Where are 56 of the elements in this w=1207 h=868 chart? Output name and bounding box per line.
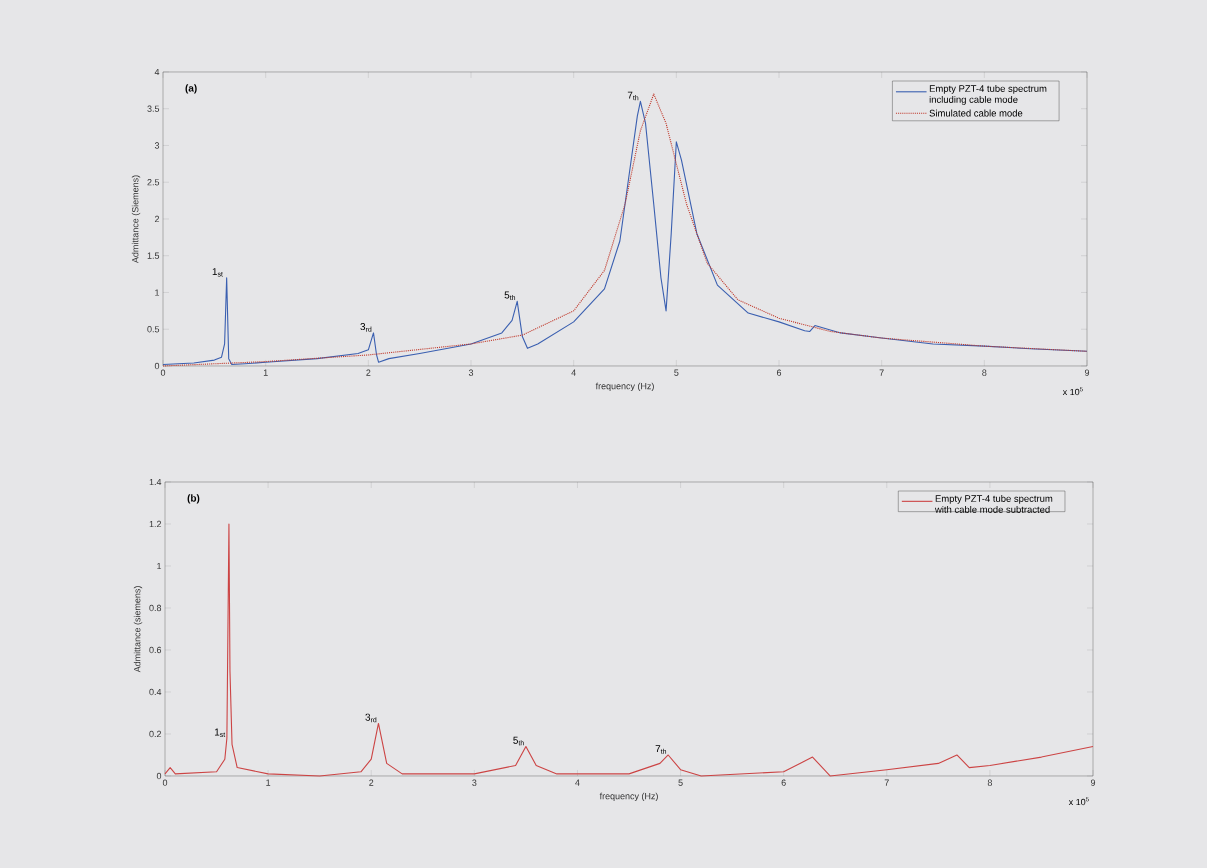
annotation: 3$_{rd}$ [365, 713, 377, 723]
y-tick-label: 3 [154, 142, 160, 149]
y-tick-label: 0 [156, 772, 162, 780]
annotation: 3$_{rd}$ [360, 323, 372, 332]
y-tick-label: 0 [154, 362, 160, 370]
legend-label: Empty PZT-4 tube spectrum including cable mode [929, 84, 1047, 105]
annotation: (b) [187, 494, 200, 504]
y-tick-label: 0.2 [149, 730, 162, 738]
y-tick-label: 2.5 [147, 179, 160, 186]
x-tick-label: 4 [575, 779, 580, 786]
x-tick-label: 9 [1084, 369, 1090, 376]
x-axis-title: frequency (Hz) [595, 382, 654, 392]
y-tick-label: 4 [154, 68, 160, 76]
x-tick-label: 8 [987, 779, 992, 786]
y-tick-label: 1.2 [149, 520, 162, 528]
y-tick-label: 1.5 [147, 252, 160, 259]
y-tick-label: 0.4 [149, 688, 162, 696]
x-tick-label: 6 [776, 369, 782, 376]
y-axis-title: Admittance (Siemens) [131, 175, 141, 264]
x-tick-label: 5 [678, 779, 683, 786]
x-tick-label: 0 [162, 779, 168, 786]
annotation: (a) [185, 84, 197, 94]
y-tick-label: 1 [157, 562, 162, 570]
x-tick-label: 7 [884, 779, 889, 786]
annotation: 7$_{th}$ [627, 91, 639, 101]
x-tick-label: 1 [263, 369, 268, 376]
annotation: 5$_{th}$ [513, 736, 524, 746]
x-tick-label: 3 [468, 369, 474, 376]
y-tick-label: 0.5 [147, 326, 160, 333]
x-tick-label: 7 [879, 369, 884, 376]
legend-label: Simulated cable mode [929, 109, 1023, 117]
y-tick-label: 0.8 [149, 604, 162, 612]
x-tick-label: 1 [266, 779, 271, 786]
x-tick-label: 5 [674, 369, 679, 376]
text: x 10$^{5}$ [1062, 387, 1083, 396]
annotation: 7$_{th}$ [655, 745, 667, 754]
x-tick-label: 3 [472, 779, 477, 786]
x-tick-label: 2 [366, 369, 371, 376]
annotation: 5$_{th}$ [504, 291, 516, 301]
y-tick-label: 1 [155, 289, 160, 296]
text: x 10$^{5}$ [1068, 797, 1089, 806]
y-tick-label: 0.6 [149, 646, 162, 654]
line-series [164, 523, 1094, 777]
y-tick-label: 3.5 [147, 105, 160, 112]
x-tick-label: 8 [982, 369, 987, 376]
y-axis-title: Admittance (siemens) [133, 586, 143, 673]
annotation: 1$_{st}$ [212, 268, 223, 277]
x-tick-label: 4 [571, 369, 576, 376]
x-tick-label: 6 [781, 779, 786, 786]
y-tick-label: 2 [154, 215, 160, 223]
x-tick-label: 9 [1090, 779, 1096, 786]
y-tick-label: 1.4 [149, 478, 162, 486]
annotation: 1$_{st}$ [214, 728, 226, 737]
x-tick-label: 2 [369, 779, 374, 786]
x-axis-title: frequency (Hz) [599, 792, 658, 802]
legend-label: Empty PZT-4 tube spectrum with cable mode subtracted [934, 494, 1053, 513]
